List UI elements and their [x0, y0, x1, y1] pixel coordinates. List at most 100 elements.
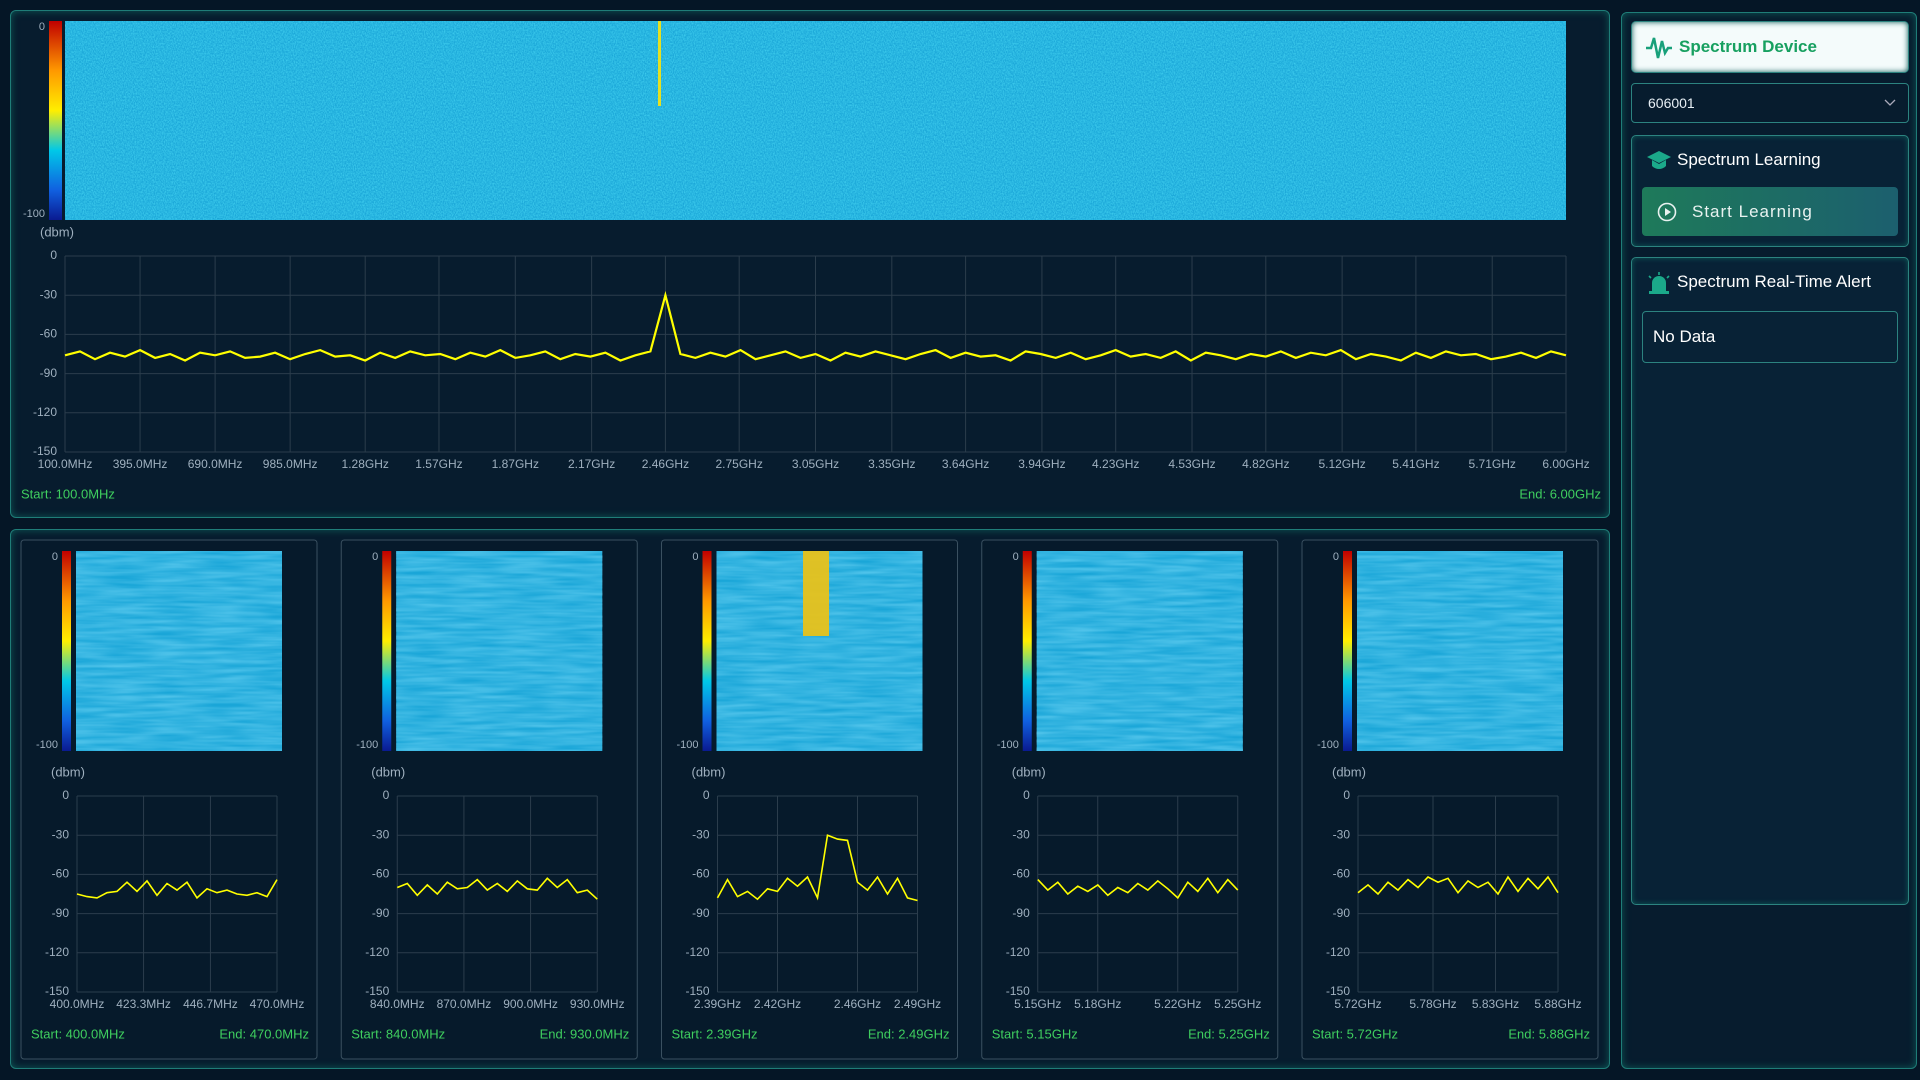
- colorbar-tick-label: -100: [36, 739, 58, 751]
- cap-icon: [1647, 151, 1671, 169]
- y-tick-label: -90: [692, 906, 710, 920]
- waterfall-stripe: [803, 551, 829, 636]
- x-tick-label: 4.82GHz: [1242, 457, 1289, 471]
- device-select[interactable]: 606001: [1631, 83, 1909, 123]
- x-tick-label: 5.71GHz: [1469, 457, 1516, 471]
- colorbar-tick-label: 0: [39, 21, 45, 33]
- learning-card: Spectrum Learning Start Learning: [1631, 135, 1909, 247]
- start-label: Start: 2.39GHz: [672, 1026, 758, 1041]
- x-tick-label: 5.18GHz: [1074, 997, 1121, 1011]
- y-axis-label: (dbm): [1012, 764, 1046, 779]
- y-tick-label: -30: [40, 287, 58, 301]
- y-tick-label: -60: [692, 867, 710, 881]
- waterfall-noise: [1357, 551, 1563, 751]
- device-id: 606001: [1648, 95, 1695, 111]
- x-tick-label: 5.83GHz: [1472, 997, 1519, 1011]
- y-tick-label: -150: [45, 984, 69, 998]
- colorbar: [382, 551, 392, 751]
- y-tick-label: -60: [372, 867, 390, 881]
- x-tick-label: 5.15GHz: [1014, 997, 1061, 1011]
- y-tick-label: -60: [1333, 867, 1351, 881]
- x-tick-label: 5.78GHz: [1409, 997, 1456, 1011]
- colorbar-tick-label: 0: [372, 551, 378, 563]
- y-tick-label: -120: [45, 945, 69, 959]
- y-tick-label: -90: [1012, 906, 1030, 920]
- colorbar-tick-label: 0: [692, 551, 698, 563]
- x-tick-label: 100.0MHz: [38, 457, 93, 471]
- button-label: Start Learning: [1692, 202, 1813, 221]
- waterfall-noise: [65, 21, 1566, 220]
- x-tick-label: 4.53GHz: [1168, 457, 1215, 471]
- y-axis-label: (dbm): [1332, 764, 1366, 779]
- y-tick-label: -120: [1006, 945, 1030, 959]
- start-label: Start: 400.0MHz: [31, 1026, 125, 1041]
- learning-title: Spectrum Learning: [1677, 150, 1821, 169]
- x-tick-label: 4.23GHz: [1092, 457, 1139, 471]
- end-label: End: 5.25GHz: [1188, 1026, 1270, 1041]
- alert-message: No Data: [1642, 311, 1898, 363]
- y-tick-label: 0: [383, 788, 390, 802]
- x-tick-label: 2.46GHz: [642, 457, 689, 471]
- colorbar-tick-label: 0: [1013, 551, 1019, 563]
- y-axis-label: (dbm): [40, 224, 74, 239]
- y-tick-label: -150: [1006, 984, 1030, 998]
- x-tick-label: 3.64GHz: [942, 457, 989, 471]
- colorbar-tick-label: -100: [997, 739, 1019, 751]
- y-axis-label: (dbm): [371, 764, 405, 779]
- x-tick-label: 3.05GHz: [792, 457, 839, 471]
- start-learning-button[interactable]: Start Learning: [1642, 187, 1898, 236]
- y-tick-label: -150: [365, 984, 389, 998]
- end-label: End: 470.0MHz: [219, 1026, 309, 1041]
- spectrum-line: [716, 834, 918, 902]
- y-tick-label: -30: [52, 827, 70, 841]
- x-tick-label: 470.0MHz: [250, 997, 305, 1011]
- y-tick-label: -60: [52, 867, 70, 881]
- y-tick-label: -150: [685, 984, 709, 998]
- spectrum-line: [1037, 876, 1239, 900]
- y-tick-label: -60: [1012, 867, 1030, 881]
- y-tick-label: -90: [1333, 906, 1351, 920]
- y-tick-label: 0: [1023, 788, 1030, 802]
- x-tick-label: 400.0MHz: [50, 997, 105, 1011]
- colorbar: [49, 21, 62, 220]
- x-tick-label: 840.0MHz: [370, 997, 425, 1011]
- x-tick-label: 930.0MHz: [570, 997, 625, 1011]
- y-tick-label: -150: [33, 444, 57, 458]
- x-tick-label: 446.7MHz: [183, 997, 238, 1011]
- y-tick-label: -120: [33, 405, 57, 419]
- x-tick-label: 6.00GHz: [1542, 457, 1589, 471]
- colorbar-tick-label: 0: [1333, 551, 1339, 563]
- colorbar-tick-label: -100: [676, 739, 698, 751]
- y-tick-label: -30: [1333, 827, 1351, 841]
- start-label: Start: 840.0MHz: [351, 1026, 445, 1041]
- device-card: Spectrum Device: [1631, 21, 1909, 73]
- spectrum-line: [64, 290, 1567, 362]
- colorbar: [62, 551, 71, 751]
- colorbar: [1022, 551, 1032, 751]
- y-tick-label: -60: [40, 327, 58, 341]
- y-tick-label: -90: [52, 906, 70, 920]
- y-tick-label: -30: [1012, 827, 1030, 841]
- spectrum-line: [1357, 875, 1559, 896]
- x-tick-label: 395.0MHz: [113, 457, 168, 471]
- end-label: End: 930.0MHz: [540, 1026, 630, 1041]
- start-label: Start: 5.72GHz: [1312, 1026, 1398, 1041]
- colorbar: [702, 551, 712, 751]
- colorbar-tick-label: -100: [23, 208, 45, 220]
- y-tick-label: -30: [372, 827, 390, 841]
- x-tick-label: 900.0MHz: [503, 997, 558, 1011]
- x-tick-label: 2.17GHz: [568, 457, 615, 471]
- y-tick-label: -90: [372, 906, 390, 920]
- end-label: End: 2.49GHz: [868, 1026, 950, 1041]
- y-tick-label: -120: [1326, 945, 1350, 959]
- x-tick-label: 5.12GHz: [1318, 457, 1365, 471]
- x-tick-label: 5.72GHz: [1334, 997, 1381, 1011]
- alarm-icon: [1648, 272, 1670, 294]
- x-tick-label: 2.49GHz: [894, 997, 941, 1011]
- x-tick-label: 985.0MHz: [263, 457, 318, 471]
- alert-card: Spectrum Real-Time Alert No Data: [1631, 257, 1909, 905]
- x-tick-label: 870.0MHz: [437, 997, 492, 1011]
- x-tick-label: 1.28GHz: [342, 457, 389, 471]
- y-tick-label: -120: [365, 945, 389, 959]
